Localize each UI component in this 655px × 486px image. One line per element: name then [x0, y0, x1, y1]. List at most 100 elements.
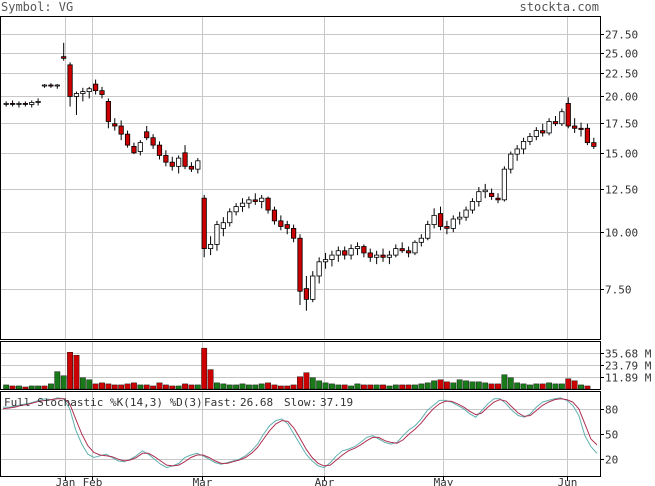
- candle: [227, 208, 233, 227]
- candle: [48, 83, 54, 88]
- candle: [489, 188, 495, 200]
- candle: [405, 246, 412, 258]
- candle: [310, 271, 316, 303]
- candle: [469, 198, 476, 214]
- candle-body: [16, 103, 22, 105]
- month-label: Jun: [558, 476, 578, 486]
- candle-body: [144, 131, 150, 139]
- price-tick-label: 12.50: [605, 184, 638, 197]
- volume-bar: [527, 384, 533, 390]
- candle-body: [80, 91, 86, 94]
- volume-bar: [482, 382, 489, 390]
- volume-bar: [150, 385, 156, 390]
- candle: [354, 242, 361, 256]
- volume-bar: [258, 383, 265, 390]
- slow-stochastic-line: [2, 398, 598, 467]
- candle-body: [137, 142, 143, 152]
- candle: [73, 91, 80, 115]
- candle: [16, 101, 22, 108]
- volume-tick-label: 23.79 M: [605, 360, 652, 373]
- candle-body: [310, 275, 316, 300]
- candle: [291, 224, 297, 243]
- volume-bar: [143, 384, 150, 390]
- volume-bar: [424, 382, 431, 390]
- candle-body: [233, 206, 239, 213]
- volume-bar: [226, 384, 233, 390]
- candle: [80, 87, 86, 102]
- candle-body: [476, 191, 482, 202]
- month-label: Mar: [193, 476, 213, 486]
- candle: [399, 242, 405, 253]
- volume-bar: [79, 377, 86, 390]
- volume-bar: [329, 383, 335, 390]
- price-tick-label: 15.00: [605, 148, 638, 161]
- candle: [265, 196, 271, 214]
- candle: [150, 134, 156, 149]
- candle: [527, 132, 533, 146]
- candle-body: [405, 250, 412, 254]
- candle: [329, 250, 335, 267]
- candle: [176, 155, 182, 174]
- candle-body: [48, 84, 54, 87]
- candle: [105, 98, 111, 129]
- candle-body: [271, 209, 278, 222]
- volume-bar: [137, 384, 144, 390]
- volume-bar: [252, 384, 259, 390]
- candle-body: [86, 88, 92, 93]
- candle-body: [3, 103, 9, 105]
- candle-body: [450, 218, 456, 229]
- volume-bar: [271, 384, 278, 390]
- volume-bar: [86, 379, 93, 390]
- fast-label: Fast:: [204, 396, 237, 409]
- candle: [297, 234, 303, 305]
- candle: [386, 250, 393, 265]
- candle: [246, 196, 252, 209]
- volume-bar: [475, 381, 482, 390]
- price-tick-label: 22.50: [605, 68, 638, 81]
- volume-bar: [514, 382, 521, 390]
- volume-bar: [354, 383, 361, 390]
- candle-body: [418, 237, 424, 243]
- volume-bar: [463, 380, 469, 390]
- candle-body: [393, 248, 399, 256]
- candle-body: [578, 127, 584, 130]
- volume-bar: [348, 385, 354, 390]
- stochastic-title: Full Stochastic %K(14,3) %D(3): [4, 396, 203, 409]
- volume-bar: [105, 383, 112, 390]
- volume-bar: [335, 384, 342, 390]
- candle-body: [278, 220, 284, 227]
- candle-body: [156, 144, 163, 156]
- volume-bar: [220, 383, 227, 390]
- candle-body: [131, 145, 137, 154]
- volume-bar: [60, 375, 67, 390]
- price-axis: 27.50 25.00 22.50 20.00 17.50 15.00 12.50 10.00…: [600, 29, 638, 297]
- candle-body: [546, 121, 552, 134]
- volume-bar: [16, 385, 22, 390]
- candle-body: [118, 125, 124, 135]
- candle-body: [188, 165, 195, 170]
- candle: [367, 248, 373, 262]
- candle-body: [150, 137, 156, 146]
- candle: [565, 97, 571, 129]
- candle-body: [572, 125, 578, 129]
- volume-bar: [309, 377, 316, 390]
- symbol-label: Symbol: VG: [1, 0, 73, 14]
- candle-body: [463, 209, 469, 218]
- volume-bar: [405, 384, 412, 390]
- volume-bar: [124, 383, 131, 390]
- volume-bar: [578, 384, 584, 390]
- candle: [29, 100, 35, 108]
- candle: [380, 248, 386, 262]
- volume-bar: [22, 386, 29, 390]
- volume-bar: [303, 372, 310, 390]
- candle-body: [559, 111, 565, 125]
- candle-body: [214, 224, 220, 245]
- candle: [22, 101, 28, 107]
- volume-series: [3, 347, 591, 390]
- candle-body: [61, 56, 67, 59]
- candle-body: [361, 246, 367, 254]
- candle: [508, 151, 514, 174]
- volume-bar: [162, 384, 169, 390]
- candle: [457, 211, 463, 225]
